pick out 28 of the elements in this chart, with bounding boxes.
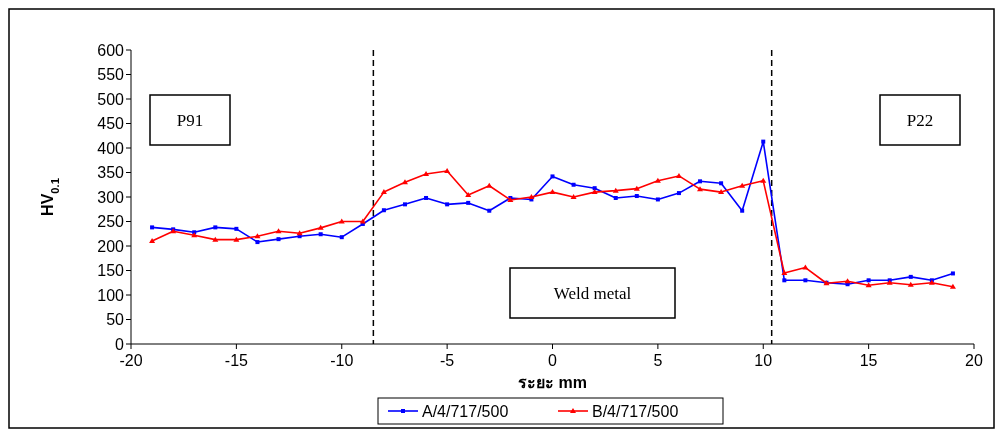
x-axis-title: ระยะ mm [518,374,587,391]
y-tick-label: 350 [97,164,125,182]
y-tick-label: 50 [106,311,125,329]
x-tick-label: -15 [224,352,249,369]
annotation: P22 [906,110,934,130]
annotation: P91 [176,110,204,130]
x-tick-label: -5 [440,352,455,369]
legend-label: A/4/717/500 [422,402,509,420]
x-tick-label: 15 [859,352,878,369]
y-tick-label: 400 [97,139,125,157]
y-tick-label: 450 [97,115,125,133]
y-tick-label: 150 [97,262,125,280]
x-tick-label: 10 [754,352,773,369]
y-tick-label: 550 [97,66,125,84]
y-tick-label: 200 [97,237,125,255]
y-tick-label: 300 [97,188,125,206]
y-tick-label: 100 [97,286,125,304]
y-tick-label: 0 [115,335,125,353]
legend-label: B/4/717/500 [592,402,679,420]
y-tick-label: 500 [97,90,125,108]
x-tick-label: 0 [548,352,558,369]
x-tick-label: 5 [653,352,663,369]
x-tick-label: -20 [119,352,143,369]
y-tick-label: 250 [97,213,125,231]
x-tick-label: 20 [965,352,983,369]
annotation: Weld metal [553,283,632,303]
x-tick-label: -10 [330,352,354,369]
y-tick-label: 600 [97,41,125,59]
